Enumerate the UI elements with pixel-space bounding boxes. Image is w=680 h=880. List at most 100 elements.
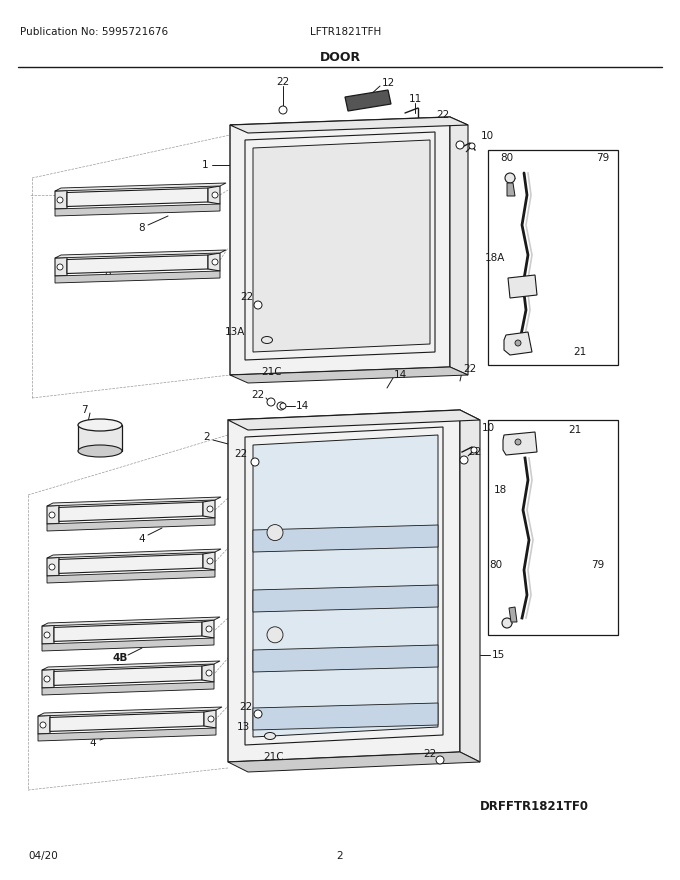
Text: 10: 10 (481, 423, 494, 433)
Circle shape (212, 192, 218, 198)
Text: 4B: 4B (112, 653, 128, 663)
Circle shape (267, 627, 283, 642)
Text: 80: 80 (490, 560, 503, 570)
Polygon shape (202, 664, 214, 682)
Text: 22: 22 (437, 110, 449, 120)
Polygon shape (67, 255, 208, 274)
Polygon shape (509, 607, 517, 622)
Circle shape (502, 618, 512, 628)
Polygon shape (503, 432, 537, 455)
Circle shape (206, 626, 212, 632)
Text: LFTR1821TFH: LFTR1821TFH (310, 27, 381, 37)
Polygon shape (42, 617, 220, 626)
Text: 7: 7 (81, 405, 87, 415)
Polygon shape (230, 117, 468, 133)
Text: 8: 8 (105, 268, 112, 278)
Text: 22: 22 (240, 292, 254, 302)
Text: 1: 1 (202, 160, 208, 170)
Polygon shape (42, 626, 54, 644)
Polygon shape (55, 204, 220, 216)
Polygon shape (42, 682, 214, 695)
Polygon shape (228, 410, 460, 762)
Polygon shape (55, 250, 226, 258)
Circle shape (515, 439, 521, 445)
Polygon shape (253, 140, 430, 352)
Circle shape (460, 456, 468, 464)
Polygon shape (508, 275, 537, 298)
Text: 18: 18 (494, 485, 507, 495)
Ellipse shape (78, 419, 122, 431)
Text: Publication No: 5995721676: Publication No: 5995721676 (20, 27, 168, 37)
Text: 12: 12 (381, 78, 394, 88)
Circle shape (254, 710, 262, 718)
Polygon shape (230, 367, 468, 383)
Circle shape (207, 558, 213, 564)
Polygon shape (47, 549, 221, 558)
Polygon shape (47, 518, 215, 531)
Polygon shape (253, 435, 438, 737)
Text: 21C: 21C (264, 752, 284, 762)
Circle shape (251, 458, 259, 466)
Text: 10: 10 (481, 131, 494, 141)
Circle shape (280, 403, 286, 409)
Circle shape (57, 197, 63, 203)
Polygon shape (504, 332, 532, 355)
Polygon shape (47, 570, 215, 583)
Polygon shape (38, 707, 222, 716)
Polygon shape (450, 117, 468, 375)
Ellipse shape (265, 732, 275, 739)
Text: 79: 79 (592, 560, 605, 570)
Polygon shape (59, 502, 203, 521)
Circle shape (456, 141, 464, 149)
Polygon shape (230, 117, 450, 375)
Circle shape (44, 676, 50, 682)
Polygon shape (50, 712, 204, 731)
Polygon shape (54, 622, 202, 642)
Polygon shape (507, 183, 515, 196)
Circle shape (206, 670, 212, 676)
Circle shape (279, 106, 287, 114)
Text: 8: 8 (139, 223, 146, 233)
Circle shape (469, 143, 475, 149)
Text: 4: 4 (90, 738, 97, 748)
Polygon shape (228, 752, 480, 772)
Polygon shape (38, 715, 50, 734)
Polygon shape (253, 525, 438, 552)
Ellipse shape (78, 445, 122, 457)
Circle shape (49, 512, 55, 518)
Text: 80: 80 (500, 153, 513, 163)
Text: 14: 14 (393, 370, 407, 380)
Bar (488, 420, 618, 635)
Polygon shape (47, 557, 59, 576)
Text: 22: 22 (463, 364, 477, 374)
Text: 14: 14 (295, 401, 309, 411)
Text: DRFFTR1821TF0: DRFFTR1821TF0 (480, 800, 589, 812)
Circle shape (57, 264, 63, 270)
Circle shape (277, 402, 285, 410)
Circle shape (436, 756, 444, 764)
Polygon shape (38, 728, 216, 741)
Text: 22: 22 (276, 77, 290, 87)
Circle shape (40, 722, 46, 728)
Polygon shape (78, 425, 122, 451)
Polygon shape (202, 620, 214, 638)
Circle shape (505, 173, 515, 183)
Text: 04/20: 04/20 (28, 851, 58, 861)
Polygon shape (460, 410, 480, 762)
Polygon shape (59, 554, 203, 574)
Text: 18A: 18A (485, 253, 505, 263)
Text: 22: 22 (239, 702, 253, 712)
Circle shape (207, 506, 213, 512)
Polygon shape (203, 552, 215, 570)
Polygon shape (228, 410, 480, 430)
Text: 2: 2 (204, 432, 210, 442)
Polygon shape (47, 505, 59, 524)
Polygon shape (47, 497, 221, 506)
Circle shape (49, 564, 55, 570)
Polygon shape (253, 645, 438, 672)
Polygon shape (54, 666, 202, 686)
Polygon shape (42, 638, 214, 651)
Polygon shape (55, 190, 67, 209)
Polygon shape (208, 186, 220, 204)
Text: 21: 21 (573, 347, 587, 357)
